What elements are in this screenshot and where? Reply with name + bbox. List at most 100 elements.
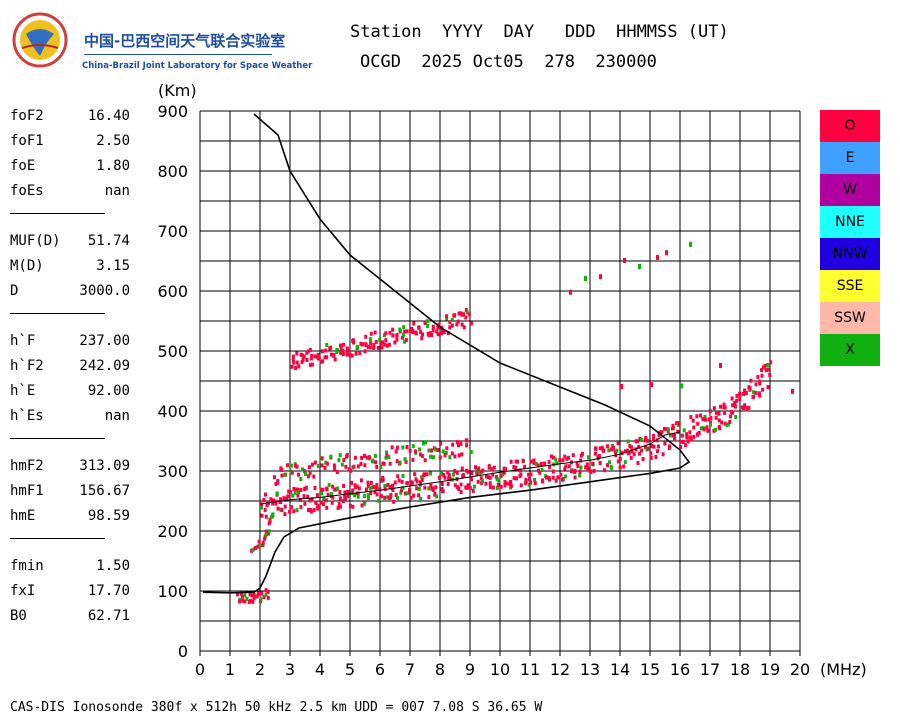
o-trace-mark [465,485,469,490]
x-tick-label: 12 [550,660,570,679]
o-trace-second-mark [364,334,368,339]
fit-curve [259,431,681,505]
o-trace-mark [696,421,700,426]
o-trace-mark [433,491,437,496]
o-trace-mark [396,495,400,500]
o-trace-mark [474,465,478,470]
o-trace-second-mark [308,362,312,367]
o-trace-upper-mark [312,474,316,479]
o-trace-mark [316,506,320,511]
o-trace-second-mark [460,322,464,327]
o-trace-mark [547,459,551,464]
o-trace-second-mark [366,344,370,349]
lab-logo: 中国-巴西空间天气联合实验室 China-Brazil Joint Labora… [12,12,312,72]
o-trace-mark [758,381,762,386]
o-trace-second-mark [403,329,407,334]
o-trace-upper-mark [385,453,389,458]
o-trace-upper-mark [371,458,375,463]
o-trace-mark [362,501,366,506]
o-trace-second-mark [440,328,444,333]
o-trace-upper-mark [295,464,299,469]
o-trace-mark [353,493,357,498]
o-trace-mark [602,468,606,473]
o-trace-mark [379,494,383,499]
o-trace-mark [644,435,648,440]
o-trace-mark [263,507,267,512]
e-trace-mark [260,591,264,596]
o-trace-second-mark [369,341,373,346]
scatter-mark [680,383,683,389]
o-trace-upper-mark [349,468,353,473]
o-trace-mark [543,461,547,466]
o-trace-mark [447,473,451,478]
o-trace-upper-mark [422,441,426,446]
o-trace-upper-mark [320,463,324,468]
o-trace-upper-mark [316,464,320,469]
f1-trace-mark [257,539,261,544]
o-trace-mark [630,445,634,450]
o-trace-mark [576,464,580,469]
o-trace-upper-mark [337,458,341,463]
o-trace-mark [446,481,450,486]
o-trace-mark [420,477,424,482]
o-trace-mark [532,458,536,463]
y-tick-label: 300 [157,462,188,481]
scatter-mark [620,384,623,389]
o-trace-second-mark [446,330,450,335]
o-trace-mark [321,502,325,507]
o-trace-mark [695,414,699,419]
o-trace-mark [593,451,597,456]
f1-trace-mark [261,540,265,545]
o-trace-mark [623,460,627,465]
profile-curve [202,113,691,594]
o-trace-second-mark [408,329,412,334]
o-trace-second-mark [320,349,324,354]
o-trace-upper-mark [433,447,437,452]
o-trace-mark [338,504,342,509]
o-trace-mark [741,406,745,411]
o-trace-mark [747,405,751,410]
o-trace-mark [676,429,680,434]
o-trace-mark [341,499,345,504]
o-trace-second-mark [313,354,317,359]
o-trace-mark [743,388,747,393]
o-trace-mark [460,466,464,471]
o-trace-mark [298,498,302,503]
o-trace-mark [735,393,739,398]
param-name: foF1 [10,133,44,149]
o-trace-second-mark [420,332,424,337]
y-tick-label: 800 [157,162,188,181]
o-trace-upper-mark [289,463,293,468]
o-trace-mark [394,492,398,497]
param-separator [10,438,105,439]
o-trace-mark [286,494,290,499]
o-trace-mark [459,490,463,495]
scatter-mark [623,258,626,263]
o-trace-mark [606,463,610,468]
scatter-mark [584,276,587,281]
o-trace-mark [331,484,335,489]
o-trace-mark [549,454,553,459]
o-trace-mark [391,483,395,488]
o-trace-mark [536,468,540,473]
o-trace-mark [616,441,620,446]
legend-item-ssw: SSW [820,302,880,334]
param-row: foF2 16.40 [10,108,140,133]
o-trace-upper-mark [413,449,417,454]
param-value: 62.71 [87,608,130,624]
o-trace-mark [330,492,334,497]
o-trace-mark [748,387,752,392]
o-trace-second-mark [457,311,461,316]
legend-item-x: X [820,334,880,366]
o-trace-upper-mark [313,460,317,465]
o-trace-mark [338,496,342,501]
o-trace-mark [702,427,706,432]
o-trace-mark [654,454,658,459]
o-trace-mark [616,459,620,464]
o-trace-upper-mark [274,482,278,487]
param-value: 156.67 [79,483,130,499]
o-trace-mark [488,481,492,486]
o-trace-second-mark [420,336,424,341]
o-trace-upper-mark [408,448,412,453]
o-trace-mark [563,466,567,471]
